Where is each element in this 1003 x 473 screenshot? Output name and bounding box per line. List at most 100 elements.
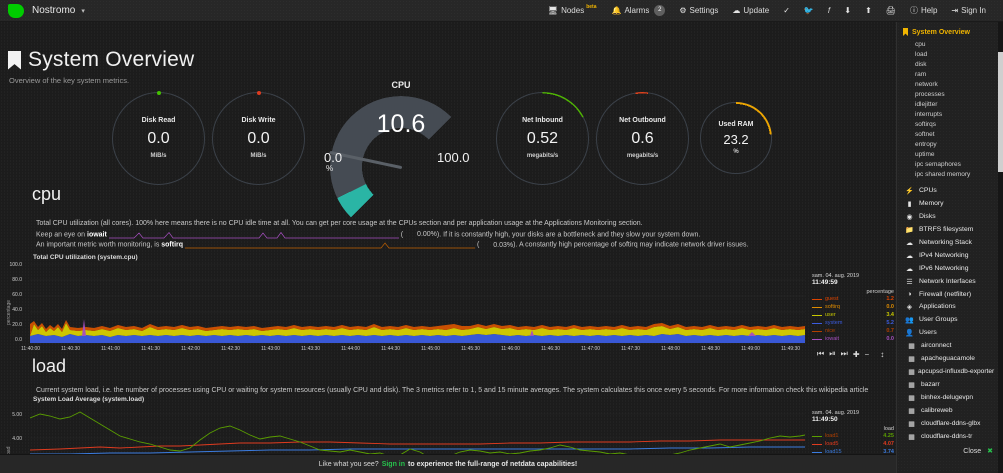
sidebar-item-cloudflare-ddns-tr[interactable]: ▦ cloudflare-ddns-tr [897, 430, 1003, 443]
sidebar-item-networking-stack[interactable]: ☁ Networking Stack [897, 236, 1003, 249]
gauge-units: MiB/s [150, 153, 167, 160]
page-title: System Overview [8, 48, 194, 72]
right-sidebar[interactable]: System Overview cpu load disk ram networ… [896, 22, 1003, 473]
legend-item[interactable]: guest 1.2 [812, 295, 894, 303]
gauge-net-outbound[interactable]: Net Outbound 0.6 megabits/s [595, 91, 690, 186]
chart-system-load[interactable]: System Load Average (system.load) load 5… [0, 396, 896, 473]
sidebar-item-softirqs[interactable]: softirqs [915, 120, 936, 128]
legend-item[interactable]: load1 4.25 [812, 432, 894, 440]
sidebar-item-apacheguacamole[interactable]: ▦ apacheguacamole [897, 352, 1003, 365]
sidebar-item-ipv6-networking[interactable]: ☁ IPv6 Networking [897, 262, 1003, 275]
sidebar-item-network[interactable]: network [915, 80, 938, 88]
sidebar-label: calibreweb [921, 407, 953, 414]
sidebar-item-users[interactable]: 👤 Users [897, 326, 1003, 339]
grid-icon: ▦ [908, 420, 915, 428]
legend-label: load1 [825, 433, 839, 439]
nav-alarms-label: Alarms [624, 6, 650, 15]
chart-system-cpu[interactable]: Total CPU utilization (system.cpu) perce… [0, 253, 896, 359]
nav-signin[interactable]: ⇥ Sign In [944, 0, 993, 22]
resize-icon[interactable]: ↕ [880, 349, 885, 359]
gauge-cpu[interactable]: CPU 10.6 0.0 % 100.0 [316, 80, 486, 238]
sidebar-item-user-groups[interactable]: 👥 User Groups [897, 313, 1003, 326]
sidebar-item-load[interactable]: load [915, 50, 928, 58]
sidebar-item-airconnect[interactable]: ▦ airconnect [897, 339, 1003, 352]
sidebar-header-system-overview[interactable]: System Overview [897, 22, 1003, 39]
sidebar-item-firewall[interactable]: ◑ Firewall (netfilter) [897, 288, 1003, 300]
legend-item[interactable]: load5 4.07 [812, 440, 894, 448]
sidebar-item-interrupts[interactable]: interrupts [915, 110, 943, 118]
legend-item[interactable]: user 3.4 [812, 311, 894, 319]
skip-backward-icon[interactable]: ⏮ [817, 349, 825, 358]
sidebar-close-button[interactable]: Close ✖ [897, 443, 1003, 459]
legend-swatch [812, 443, 822, 445]
gauge-net-inbound[interactable]: Net Inbound 0.52 megabits/s [495, 91, 590, 186]
legend-item[interactable]: system 5.2 [812, 319, 894, 327]
nav-alarms[interactable]: 🔔 Alarms 2 [604, 0, 672, 22]
promo-signin-link[interactable]: Sign in [381, 460, 406, 468]
sidebar-item-ipc-shared-memory[interactable]: ipc shared memory [915, 170, 971, 178]
sidebar-item-cpus[interactable]: ⚡ CPUs [897, 184, 1003, 197]
legend-item[interactable]: nice 0.7 [812, 327, 894, 335]
sidebar-item-cpu[interactable]: cpu [915, 40, 926, 48]
legend-item[interactable]: softirq 0.0 [812, 303, 894, 311]
gauge-disk-write[interactable]: Disk Write 0.0 MiB/s [212, 90, 305, 185]
skip-forward-icon[interactable]: ⏭ [840, 349, 848, 358]
chart-plot-area[interactable] [30, 406, 805, 468]
play-icon[interactable]: ⏯ [829, 349, 836, 358]
sidebar-item-ipv4-networking[interactable]: ☁ IPv4 Networking [897, 249, 1003, 262]
sidebar-item-ram[interactable]: ram [915, 70, 927, 78]
nav-twitter[interactable]: 🐦 [797, 0, 821, 22]
cloud-icon: ☁ [906, 239, 913, 247]
zoom-out-icon[interactable]: − [864, 349, 870, 359]
sidebar-scrollbar[interactable] [998, 22, 1003, 473]
x-tick: 11:40:30 [61, 346, 81, 352]
sidebar-item-processes[interactable]: processes [915, 90, 945, 98]
alarms-count-badge: 2 [654, 5, 666, 16]
gauge-disk-read[interactable]: Disk Read 0.0 MiB/s [112, 90, 205, 185]
sidebar-item-disks[interactable]: ◉ Disks [897, 210, 1003, 223]
nav-import[interactable]: ⬇ [837, 0, 858, 22]
y-tick: 20.0 [12, 322, 22, 328]
section-load-description: Current system load, i.e. the number of … [36, 387, 869, 394]
nav-export[interactable]: ⬆ [858, 0, 879, 22]
sidebar-item-idlejitter[interactable]: idlejitter [915, 100, 938, 108]
sidebar-label: IPv6 Networking [919, 265, 969, 272]
gauge-used-ram[interactable]: Used RAM 23.2 % [699, 101, 773, 175]
sidebar-item-bazarr[interactable]: ▦ bazarr [897, 378, 1003, 391]
sidebar-item-apcupsd-influxdb-exporter[interactable]: ▦ apcupsd-influxdb-exporter [897, 365, 1003, 378]
sidebar-item-cloudflare-ddns-glbx[interactable]: ▦ cloudflare-ddns-glbx [897, 417, 1003, 430]
sidebar-item-binhex-delugevpn[interactable]: ▦ binhex-delugevpn [897, 391, 1003, 404]
legend-item[interactable]: load15 3.74 [812, 448, 894, 456]
sidebar-item-calibreweb[interactable]: ▦ calibreweb [897, 404, 1003, 417]
sidebar-item-memory[interactable]: ▮ Memory [897, 197, 1003, 210]
nav-settings[interactable]: ⚙ Settings [672, 0, 725, 22]
x-tick: 11:47:30 [621, 346, 641, 352]
cpu-desc-line-2: Keep an eye on iowait ( 0.00%). If it is… [36, 230, 876, 241]
sidebar-item-applications[interactable]: ◈ Applications [897, 300, 1003, 313]
sidebar-close-label: Close [963, 448, 982, 455]
x-tick: 11:42:00 [181, 346, 201, 352]
nav-print[interactable]: 🖨 [879, 0, 903, 22]
sidebar-label: BTRFS filesystem [919, 226, 974, 233]
sidebar-item-btrfs-filesystem[interactable]: 📁 BTRFS filesystem [897, 223, 1003, 236]
zoom-in-icon[interactable]: ✚ [852, 349, 860, 359]
section-load-title: load [32, 356, 67, 376]
host-name[interactable]: Nostromo [32, 5, 76, 16]
legend-item[interactable]: iowait 0.0 [812, 335, 894, 343]
sidebar-item-ipc-semaphores[interactable]: ipc semaphores [915, 160, 961, 168]
chevron-down-icon[interactable]: ▾ [81, 7, 85, 15]
sidebar-item-disk[interactable]: disk [915, 60, 927, 68]
section-load-title-wrap: load [32, 356, 66, 377]
nav-facebook[interactable]: 𝑓 [821, 0, 838, 22]
sidebar-item-entropy[interactable]: entropy [915, 140, 937, 148]
nav-github[interactable]: ✓ [776, 0, 797, 22]
sidebar-item-network-interfaces[interactable]: ☰ Network Interfaces [897, 275, 1003, 288]
sidebar-item-softnet[interactable]: softnet [915, 130, 935, 138]
chart-plot-area[interactable] [30, 264, 805, 344]
sidebar-scrollbar-thumb[interactable] [998, 52, 1003, 172]
sidebar-item-uptime[interactable]: uptime [915, 150, 935, 158]
nav-update[interactable]: ☁ Update [725, 0, 776, 22]
nav-nodes[interactable]: 🖥 Nodes beta [541, 0, 605, 22]
nav-signin-label: Sign In [961, 6, 986, 15]
nav-help[interactable]: ⓘ Help [903, 0, 944, 22]
